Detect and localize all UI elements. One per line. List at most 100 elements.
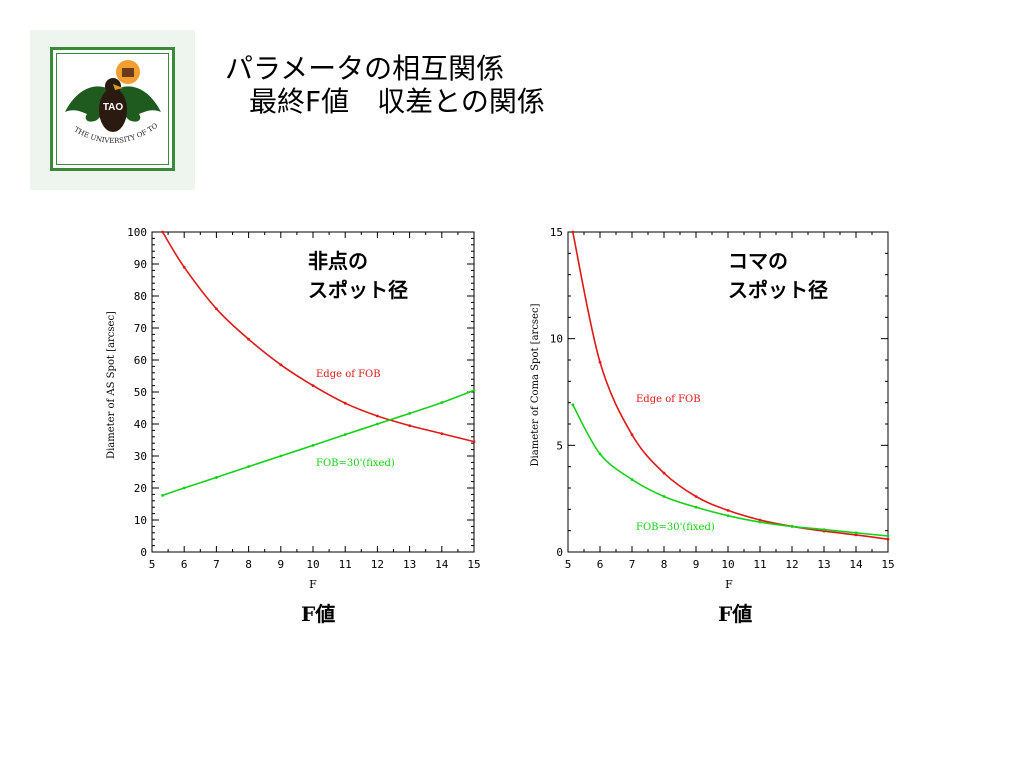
data-point <box>182 265 186 269</box>
x-tick-label: 6 <box>597 558 604 571</box>
f-value-caption: F値 <box>718 602 753 626</box>
data-point <box>343 401 347 405</box>
y-tick-label: 30 <box>134 450 147 463</box>
x-tick-label: 13 <box>403 558 416 571</box>
x-tick-label: 12 <box>785 558 798 571</box>
data-point <box>726 514 730 518</box>
coma-spot-plot: Diameter of Coma Spot [arcsec] F 5 6 7 8 9 10… <box>530 226 895 591</box>
data-point <box>311 384 315 387</box>
coma-annotation: コマの スポット径 <box>728 247 828 305</box>
data-point <box>571 230 575 234</box>
x-tick-label: 15 <box>881 558 894 571</box>
logo-badge-text: TAO <box>103 102 124 113</box>
as-spot-plot: Diameter of AS Spot [arcsec] F 5 6 7 8 9 10 11… <box>106 226 481 591</box>
y-tick-label: 70 <box>134 322 147 335</box>
data-point <box>758 520 762 524</box>
data-point <box>247 465 251 468</box>
title-line-1: パラメータの相互関係 <box>225 52 505 85</box>
y-tick-label: 90 <box>134 258 147 271</box>
data-point <box>694 495 698 498</box>
data-point <box>630 478 634 481</box>
data-point <box>311 444 315 447</box>
series-line-fob-fixed <box>572 404 889 537</box>
data-point <box>376 422 379 426</box>
series-label: Edge of FOB <box>316 369 381 380</box>
series-line-fob-fixed <box>162 389 475 497</box>
data-point <box>854 531 858 535</box>
data-point <box>376 414 379 418</box>
data-point <box>630 433 634 437</box>
data-point <box>215 307 218 311</box>
x-tick-label: 5 <box>149 558 156 571</box>
y-tick-label: 10 <box>134 514 147 527</box>
y-tick-label: 10 <box>550 333 563 346</box>
data-point <box>854 533 858 537</box>
data-point <box>726 509 730 512</box>
eagle-emblem: TAO THE UNIVERSITY OF TOKYO <box>53 50 161 145</box>
series-label: Edge of FOB <box>636 394 701 405</box>
as-spot-chart: Diameter of AS Spot [arcsec] F 5 6 7 8 9 10 11… <box>100 215 500 605</box>
y-tick-label: 50 <box>134 386 147 399</box>
x-tick-label: 7 <box>213 558 220 571</box>
annotation-line-2: スポット径 <box>308 278 408 302</box>
data-point <box>790 525 794 528</box>
data-point <box>598 452 602 456</box>
x-tick-label: 15 <box>467 558 480 571</box>
data-point <box>598 360 602 364</box>
coma-spot-chart: Diameter of Coma Spot [arcsec] F 5 6 7 8 9 10… <box>520 215 920 605</box>
data-point <box>440 432 444 435</box>
annotation-line-1: 非点の <box>308 249 368 273</box>
x-tick-label: 9 <box>693 558 700 571</box>
x-tick-label: 8 <box>661 558 668 571</box>
y-tick-label: 40 <box>134 418 147 431</box>
x-tick-label: 11 <box>753 558 766 571</box>
series-label: FOB=30'(fixed) <box>316 458 395 469</box>
x-tick-label: 10 <box>721 558 734 571</box>
data-point <box>694 505 698 509</box>
x-axis-label: F <box>309 578 317 591</box>
data-point <box>182 486 186 490</box>
data-point <box>472 440 476 443</box>
data-point <box>571 403 575 407</box>
x-tick-label: 7 <box>629 558 636 571</box>
x-tick-label: 6 <box>181 558 188 571</box>
astigmatism-annotation: 非点の スポット径 <box>308 247 408 305</box>
x-tick-label: 5 <box>565 558 572 571</box>
annotation-line-1: コマの <box>728 249 788 273</box>
x-tick-label: 13 <box>817 558 830 571</box>
data-point <box>279 454 283 458</box>
y-tick-label: 0 <box>556 546 563 559</box>
data-point <box>758 518 762 522</box>
university-logo: TAO THE UNIVERSITY OF TOKYO <box>50 47 175 171</box>
data-point <box>408 412 411 415</box>
series-line-edge-of-fob <box>572 231 889 540</box>
data-point <box>822 528 826 531</box>
series-label: FOB=30'(fixed) <box>636 522 715 533</box>
data-point <box>886 537 890 541</box>
data-point <box>440 401 444 404</box>
y-tick-label: 80 <box>134 290 147 303</box>
slide-title: パラメータの相互関係 最終F値 収差との関係 <box>225 52 545 118</box>
title-line-2: 最終F値 収差との関係 <box>249 85 545 118</box>
y-tick-label: 100 <box>127 226 147 239</box>
data-point <box>408 424 411 427</box>
x-tick-label: 14 <box>435 558 449 571</box>
data-point <box>472 389 476 392</box>
x-tick-label: 8 <box>245 558 252 571</box>
x-tick-label: 10 <box>306 558 319 571</box>
data-point <box>279 363 283 367</box>
data-point <box>161 493 165 497</box>
x-tick-label: 9 <box>277 558 284 571</box>
data-point <box>247 337 251 341</box>
x-tick-label: 14 <box>849 558 863 571</box>
y-tick-label: 15 <box>550 226 563 239</box>
x-axis-label: F <box>725 578 733 591</box>
x-tick-label: 12 <box>371 558 384 571</box>
data-point <box>662 495 666 498</box>
y-tick-label: 60 <box>134 354 147 367</box>
x-tick-label: 11 <box>339 558 352 571</box>
y-tick-label: 20 <box>134 482 147 495</box>
y-axis-label: Diameter of Coma Spot [arcsec] <box>530 303 541 466</box>
f-value-caption: F値 <box>301 602 336 626</box>
logo-panel: TAO THE UNIVERSITY OF TOKYO <box>30 30 195 190</box>
